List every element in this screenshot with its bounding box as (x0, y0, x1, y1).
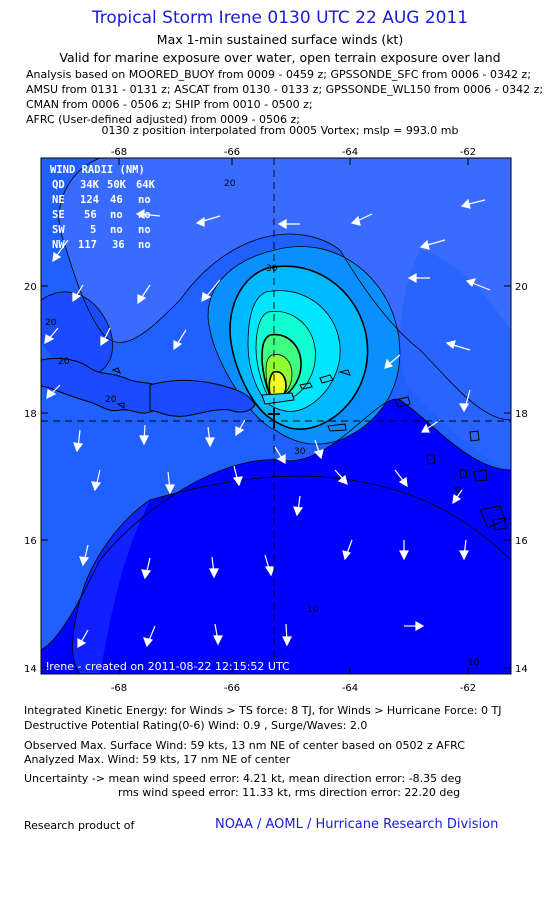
islands-lesser-antilles (111, 367, 507, 531)
wind-radii-cell: no (138, 239, 151, 251)
wind-analysis-map: 20 20 20 20 30 30 10 10 WIND RADII (NM) … (24, 147, 528, 694)
wind-radii-cell: no (110, 209, 123, 221)
lat-tick-label: 20 (515, 282, 528, 293)
contour-band-60 (269, 371, 286, 400)
uncertainty-line: Uncertainty -> mean wind speed error: 4.… (24, 772, 462, 785)
lat-tick-label: 14 (515, 664, 528, 675)
contour-label: 20 (45, 318, 57, 328)
wind-radii-cell: SE (52, 209, 65, 221)
lat-tick-label: 18 (515, 409, 528, 420)
contour-band-20b (59, 158, 511, 420)
lat-tick-label: 16 (24, 536, 37, 547)
wind-radii-header-34k: 34K (80, 179, 100, 191)
island-hispaniola-east (149, 379, 256, 417)
contour-labels: 20 20 20 20 30 30 10 10 (45, 179, 480, 668)
wind-radii-cell: NE (52, 194, 65, 206)
wind-radii-cell: 36 (112, 239, 125, 251)
observed-max-line: Observed Max. Surface Wind: 59 kts, 13 n… (24, 739, 465, 752)
lat-tick-label: 14 (24, 664, 37, 675)
wind-radii-cell: 5 (90, 224, 96, 236)
contour-label: 20 (58, 357, 70, 367)
contour-label: 20 (105, 395, 117, 405)
subtitle-exposure: Valid for marine exposure over water, op… (59, 50, 501, 65)
lon-tick-label: -66 (224, 147, 240, 158)
wind-radii-cell: 124 (80, 194, 99, 206)
analyzed-max-line: Analyzed Max. Wind: 59 kts, 17 nm NE of … (24, 753, 291, 766)
wind-radii-cell: 117 (78, 239, 97, 251)
contour-label: 30 (294, 447, 306, 457)
wind-radii-cell: no (138, 224, 151, 236)
wind-radii-cell: 46 (110, 194, 123, 206)
wind-radii-header-50k: 50K (107, 179, 127, 191)
lon-tick-label: -64 (342, 683, 358, 694)
lon-tick-label: -68 (111, 683, 127, 694)
wind-radii-header-qd: QD (52, 179, 65, 191)
chart-title: Tropical Storm Irene 0130 UTC 22 AUG 201… (91, 8, 469, 28)
ike-line: Integrated Kinetic Energy: for Winds > T… (24, 704, 502, 717)
storm-center-icon (268, 408, 280, 428)
contour-blob-west (41, 291, 113, 376)
subtitle-winds: Max 1-min sustained surface winds (kt) (156, 32, 404, 47)
analysis-line: Analysis based on MOORED_BUOY from 0009 … (26, 68, 531, 81)
island-puerto-rico (261, 392, 295, 405)
contour-band-east (399, 250, 511, 470)
wind-radii-cell: no (138, 194, 151, 206)
contour-label: 20 (224, 179, 236, 189)
lat-tick-label: 16 (515, 536, 528, 547)
wind-radii-cell: NW (52, 239, 65, 251)
uncertainty-rms-line: rms wind speed error: 11.33 kt, rms dire… (118, 786, 461, 799)
analysis-line: CMAN from 0006 - 0506 z; SHIP from 0010 … (26, 98, 313, 111)
wind-radii-title: WIND RADII (NM) (50, 164, 145, 176)
contour-band-10 (100, 476, 511, 674)
wind-radii-cell: no (110, 224, 123, 236)
lon-tick-label: -64 (342, 147, 358, 158)
wind-radii-cell: no (138, 209, 151, 221)
contour-band-10b (72, 500, 150, 674)
axis-ticks (41, 158, 511, 674)
analysis-line: AMSU from 0131 - 0131 z; ASCAT from 0130… (26, 83, 544, 96)
lon-tick-label: -66 (224, 683, 240, 694)
lon-tick-label: -62 (460, 147, 476, 158)
lon-tick-label: -62 (460, 683, 476, 694)
dpr-line: Destructive Potential Rating(0-6) Wind: … (24, 719, 368, 732)
research-label: Research product of (24, 819, 135, 832)
wind-vectors (44, 198, 491, 649)
lat-tick-label: 20 (24, 282, 37, 293)
contour-label: 30 (266, 264, 278, 274)
position-note: 0130 z position interpolated from 0005 V… (101, 124, 459, 137)
lat-tick-label: 18 (24, 409, 37, 420)
noaa-link[interactable]: NOAA / AOML / Hurricane Research Divisio… (215, 817, 499, 832)
analysis-line: AFRC (User-defined adjusted) from 0009 -… (26, 113, 301, 126)
wind-radii-header-64k: 64K (136, 179, 156, 191)
wind-radii-cell: SW (52, 224, 65, 236)
contour-label: 10 (468, 658, 480, 668)
lon-tick-label: -68 (111, 147, 127, 158)
created-stamp: Irene - created on 2011-08-22 12:15:52 U… (46, 660, 290, 673)
wind-radii-table: WIND RADII (NM) QD 34K 50K 64K NE 124 46… (50, 164, 156, 251)
contour-label: 10 (307, 605, 319, 615)
wind-contours (41, 158, 511, 674)
wind-radii-cell: 56 (84, 209, 97, 221)
